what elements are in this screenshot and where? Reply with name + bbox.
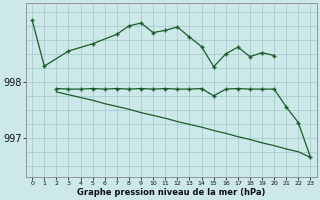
X-axis label: Graphe pression niveau de la mer (hPa): Graphe pression niveau de la mer (hPa): [77, 188, 266, 197]
